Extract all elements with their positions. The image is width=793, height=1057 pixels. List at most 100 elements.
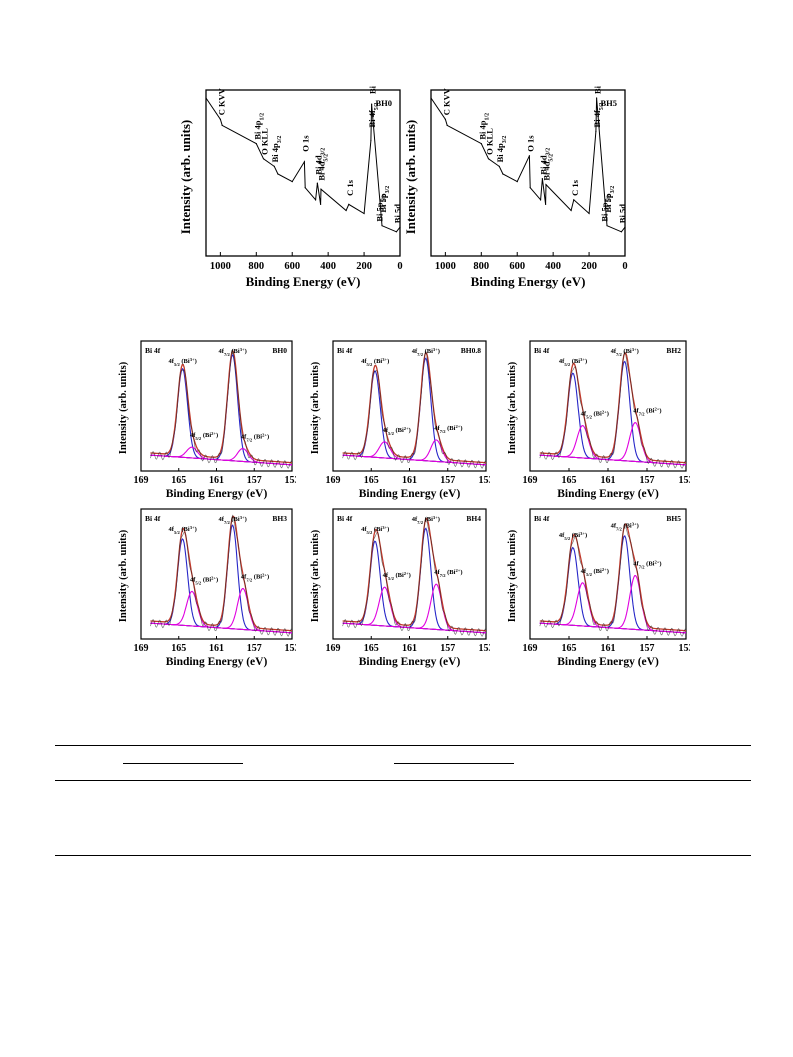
survey-point <box>570 209 572 212</box>
x-axis-label: Binding Energy (eV) <box>166 488 268 500</box>
survey-point <box>516 181 518 183</box>
region-label: Bi 4f <box>337 514 353 523</box>
bi4f-chart: 169 165 161 157 153 Binding Energy (eV) Intens… <box>118 508 300 668</box>
x-tick-label: 169 <box>523 475 538 486</box>
survey-point <box>221 124 223 126</box>
hr-panel-bh3: 169 165 161 157 153 Binding Energy (eV) Intens… <box>116 505 300 671</box>
bi4f-chart: 169 165 161 157 153 Binding Energy (eV) Intens… <box>118 340 300 500</box>
plot-frame <box>332 340 487 472</box>
survey-chart: 1000 800 600 400 200 0 Binding Energy (eV) Inte… <box>403 69 628 289</box>
x-tick-label: 153 <box>479 475 491 486</box>
peak-label-bi3-5-2: 4f5/2 (Bi3+) <box>559 357 587 367</box>
survey-point <box>545 184 547 186</box>
peak-label-bi2-7-2: 4f7/2 (Bi2+) <box>633 406 661 416</box>
x-tick-label: 165 <box>562 475 577 486</box>
peak-annotation: C KVV <box>216 87 226 115</box>
x-tick-label: 400 <box>320 261 336 272</box>
x-tick-label: 0 <box>622 261 627 272</box>
panel-name: BH0 <box>272 346 287 355</box>
raw-data-line <box>150 349 293 469</box>
bi4f-chart: 169 165 161 157 153 Binding Energy (eV) Intens… <box>310 340 494 500</box>
survey-point <box>620 231 623 233</box>
x-tick-label: 169 <box>134 643 149 654</box>
survey-point <box>371 103 373 105</box>
x-tick-label: 169 <box>134 475 149 486</box>
x-tick-label: 1000 <box>210 261 231 272</box>
survey-point <box>624 226 626 228</box>
x-tick-label: 161 <box>601 475 616 486</box>
peak-label-bi3-5-2: 4f5/2 (Bi3+) <box>361 525 389 535</box>
survey-point <box>205 97 207 99</box>
y-axis-label: Intensity (arb. units) <box>507 529 518 622</box>
peak-annotation: Bi 4d5/2 <box>542 154 555 181</box>
y-axis-label: Intensity (arb. units) <box>507 361 518 454</box>
peak-label-bi2-7-2: 4f7/2 (Bi2+) <box>633 559 661 569</box>
panel-name: BH5 <box>666 514 681 523</box>
x-tick-label: 157 <box>640 643 655 654</box>
peak-label-bi3-7-2: 4f7/2 (Bi3+) <box>219 347 247 357</box>
survey-point <box>446 124 448 126</box>
peak-label-bi3-7-2: 4f7/2 (Bi3+) <box>611 347 639 357</box>
survey-spectrum-line <box>205 97 401 233</box>
bi2-7-2-component <box>150 588 292 634</box>
hr-panel-bh5: 169 165 161 157 153 Binding Energy (eV) Intens… <box>505 505 694 671</box>
region-label: Bi 4f <box>534 346 550 355</box>
x-tick-label: 157 <box>640 475 655 486</box>
bi4f-chart: 169 165 161 157 153 Binding Energy (eV) Intens… <box>507 340 694 500</box>
panel-name: BH2 <box>666 346 681 355</box>
peak-label-bi3-5-2: 4f5/2 (Bi3+) <box>169 525 197 535</box>
bi2-7-2-component <box>342 439 486 466</box>
plot-frame <box>430 89 626 257</box>
survey-point <box>399 226 401 228</box>
survey-point <box>262 158 265 160</box>
plot-frame <box>140 508 293 640</box>
survey-point <box>348 203 350 205</box>
raw-data-line <box>539 351 687 469</box>
bi2-7-2-component <box>150 447 292 466</box>
raw-data-line <box>342 517 487 637</box>
survey-chart: 1000 800 600 400 200 0 Binding Energy (eV) Inte… <box>178 69 403 289</box>
region-label: Bi 4f <box>337 346 353 355</box>
x-axis-label: Binding Energy (eV) <box>166 656 268 668</box>
survey-point <box>545 203 547 205</box>
survey-point <box>480 143 482 145</box>
x-tick-label: 161 <box>209 643 224 654</box>
x-tick-label: 600 <box>284 261 300 272</box>
hr-panel-bh0: 169 165 161 157 153 Binding Energy (eV) Intens… <box>116 337 300 503</box>
survey-point <box>444 118 446 120</box>
survey-point <box>498 165 500 167</box>
x-tick-label: 153 <box>285 475 297 486</box>
survey-point <box>539 199 542 201</box>
x-tick-label: 600 <box>509 261 525 272</box>
x-tick-label: 800 <box>248 261 264 272</box>
peak-label-bi3-5-2: 4f5/2 (Bi3+) <box>361 357 389 367</box>
peak-annotation: C KVV <box>441 87 451 115</box>
survey-point <box>303 161 306 163</box>
peak-annotation: Bi 4p3/2 <box>270 136 283 163</box>
peak-annotation: Bi 5p1/2 <box>599 195 612 222</box>
survey-point <box>316 182 318 184</box>
peak-annotation: Bi 4d5/2 <box>317 154 330 181</box>
survey-point <box>320 203 322 205</box>
survey-point <box>363 212 365 215</box>
y-axis-label: Intensity (arb. units) <box>310 529 321 622</box>
x-tick-label: 800 <box>473 261 489 272</box>
x-tick-label: 153 <box>679 643 691 654</box>
x-tick-label: 153 <box>679 475 691 486</box>
peak-label-bi3-5-2: 4f5/2 (Bi3+) <box>169 357 197 367</box>
bi4f-chart: 169 165 161 157 153 Binding Energy (eV) Intens… <box>507 508 694 668</box>
y-axis-label: Intensity (arb. units) <box>118 361 129 454</box>
peak-annotation: O 1s <box>300 135 310 152</box>
peak-annotation: Bi 5d <box>617 204 627 223</box>
peak-label-bi2-5-2: 4f5/2 (Bi2+) <box>581 409 609 419</box>
raw-data-line <box>150 514 293 637</box>
peak-label-bi3-7-2: 4f7/2 (Bi3+) <box>611 521 639 531</box>
peak-label-bi2-7-2: 4f7/2 (Bi2+) <box>241 572 269 582</box>
bi2-7-2-component <box>539 422 686 466</box>
peak-label-bi2-5-2: 4f5/2 (Bi2+) <box>190 431 218 441</box>
survey-point <box>219 118 221 120</box>
peak-annotation: Bi 5p3/2 <box>378 186 391 213</box>
x-tick-label: 165 <box>171 643 186 654</box>
peak-label-bi3-5-2: 4f5/2 (Bi3+) <box>559 531 587 541</box>
survey-point <box>370 139 372 142</box>
